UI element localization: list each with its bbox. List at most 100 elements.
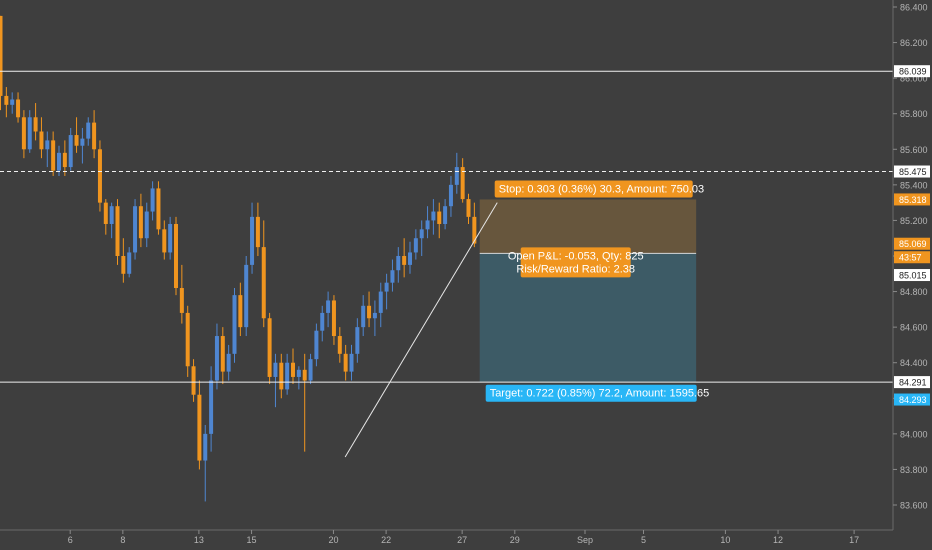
price-tag-label: 85.069 xyxy=(899,239,927,249)
price-tick-label: 83.800 xyxy=(900,465,928,475)
time-tick-label: 27 xyxy=(457,535,467,545)
candle xyxy=(39,131,44,150)
candle xyxy=(396,256,401,271)
candle xyxy=(326,300,331,313)
candle xyxy=(448,184,453,207)
candles xyxy=(0,15,477,502)
candle xyxy=(86,122,91,139)
horizontal-lines xyxy=(0,70,893,383)
time-tick-label: 8 xyxy=(120,535,125,545)
price-tick-label: 86.400 xyxy=(900,3,928,13)
line-price-tag-label: 84.291 xyxy=(899,378,927,388)
candle xyxy=(314,330,319,360)
time-tick-label: 20 xyxy=(328,535,338,545)
candle xyxy=(261,247,266,319)
target-label-box xyxy=(485,384,697,402)
time-tick-label: 13 xyxy=(194,535,204,545)
price-tick-label: 84.400 xyxy=(900,358,928,368)
price-tag xyxy=(894,251,930,264)
candle xyxy=(168,223,173,253)
candle xyxy=(133,206,138,253)
price-tag xyxy=(894,193,930,206)
candle xyxy=(68,135,73,168)
candle xyxy=(437,211,442,224)
candle xyxy=(115,206,120,256)
target-label: Target: 0.722 (0.85%) 72.2, Amount: 1595… xyxy=(490,388,710,400)
price-tick-label: 84.600 xyxy=(900,323,928,333)
candle xyxy=(33,117,38,132)
candle xyxy=(51,140,56,171)
open-pl-label: Open P&L: -0.053, Qty: 825 xyxy=(508,250,644,262)
candle xyxy=(402,256,407,265)
candle xyxy=(57,152,61,171)
time-tick-label: 29 xyxy=(510,535,520,545)
time-tick-label: 10 xyxy=(720,535,730,545)
price-tick-label: 85.200 xyxy=(900,216,928,226)
candle xyxy=(367,305,372,319)
candle xyxy=(250,216,255,265)
candle xyxy=(355,327,360,354)
time-tick-label: 5 xyxy=(641,535,646,545)
candle xyxy=(349,353,354,372)
candle xyxy=(425,220,430,230)
candle xyxy=(214,336,219,381)
candle xyxy=(62,152,67,168)
time-tick-label: 22 xyxy=(381,535,391,545)
stop-zone[interactable] xyxy=(479,199,697,254)
candle xyxy=(144,211,149,239)
time-axis[interactable]: 6 8 13 15 20 22 27 29 Sep 5 10 12 17 xyxy=(0,529,893,545)
trendline[interactable] xyxy=(344,202,498,458)
candle xyxy=(255,216,260,248)
candle xyxy=(273,362,278,377)
candle xyxy=(162,229,167,253)
candle xyxy=(238,295,243,328)
candle xyxy=(179,288,184,313)
stop-label: Stop: 0.303 (0.36%) 30.3, Amount: 750.03 xyxy=(499,183,704,195)
candle xyxy=(10,99,15,105)
price-tag-label: 43:57 xyxy=(899,253,922,263)
price-tick-label: 85.600 xyxy=(900,145,928,155)
candle xyxy=(244,264,249,328)
price-tick-label: 85.800 xyxy=(900,109,928,119)
position-zones xyxy=(479,199,697,382)
candle xyxy=(191,366,196,395)
candle xyxy=(103,202,108,224)
candle xyxy=(203,433,208,461)
open-pl-label-box xyxy=(520,247,631,278)
candle xyxy=(291,362,295,377)
candle xyxy=(419,229,424,239)
candle xyxy=(45,140,50,150)
line-price-tag xyxy=(894,165,930,178)
candle xyxy=(372,312,377,319)
candle xyxy=(454,167,459,185)
price-tick-label: 86.200 xyxy=(900,38,928,48)
time-tick-label: 17 xyxy=(849,535,859,545)
candle xyxy=(378,291,383,313)
position-labels: Stop: 0.303 (0.36%) 30.3, Amount: 750.03… xyxy=(485,180,710,402)
stop-label-box xyxy=(494,180,693,198)
candle xyxy=(209,380,214,434)
candle xyxy=(21,117,26,150)
candle xyxy=(443,206,448,224)
candle xyxy=(4,95,9,105)
time-tick-label: 6 xyxy=(68,535,73,545)
candle xyxy=(460,167,465,200)
price-axis[interactable]: 86.400 86.200 86.000 85.800 85.600 85.400 85.2… xyxy=(892,0,930,530)
candle xyxy=(156,188,161,230)
candle xyxy=(413,238,418,253)
price-tag xyxy=(894,269,930,282)
price-tag-label: 84.293 xyxy=(899,395,927,405)
price-tick-label: 85.400 xyxy=(900,180,928,190)
candle xyxy=(472,216,477,244)
candle xyxy=(267,318,272,377)
candle xyxy=(466,199,471,217)
candle xyxy=(27,117,32,150)
candle xyxy=(308,359,313,381)
candle xyxy=(138,206,143,239)
candle xyxy=(331,300,336,337)
candle xyxy=(185,312,190,367)
candle xyxy=(220,336,225,372)
price-tag xyxy=(894,237,930,250)
candle xyxy=(174,223,178,289)
